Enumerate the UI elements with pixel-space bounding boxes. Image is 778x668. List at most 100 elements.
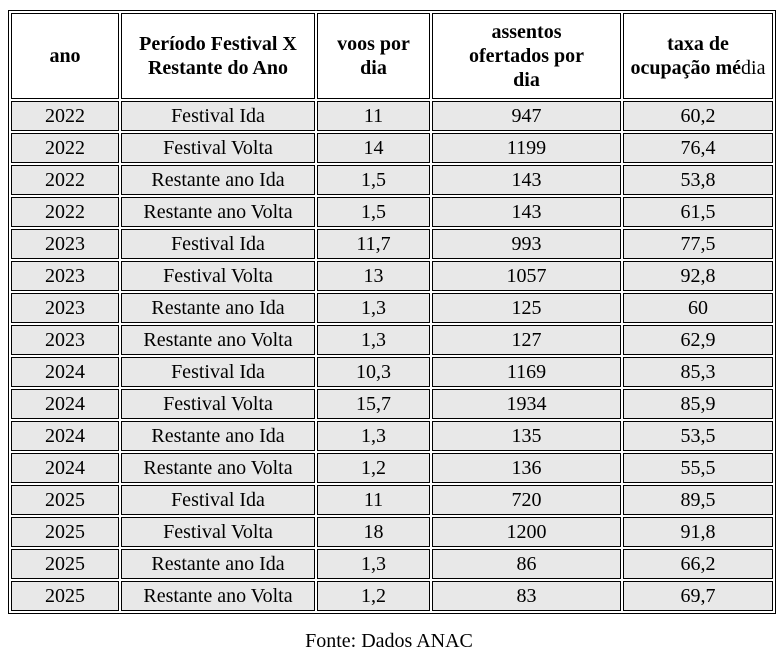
header-voos-por-dia: voos por dia xyxy=(317,13,430,99)
cell-periodo: Restante ano Ida xyxy=(121,165,315,195)
cell-taxa: 76,4 xyxy=(623,133,773,163)
cell-assentos: 125 xyxy=(432,293,621,323)
source-caption: Fonte: Dados ANAC xyxy=(305,630,473,652)
table-row: 2023 Restante ano Volta 1,3 127 62,9 xyxy=(11,325,773,355)
cell-ano: 2022 xyxy=(11,197,119,227)
cell-voos: 18 xyxy=(317,517,430,547)
cell-periodo: Festival Volta xyxy=(121,133,315,163)
table-row: 2024 Restante ano Volta 1,2 136 55,5 xyxy=(11,453,773,483)
header-periodo: Período Festival X Restante do Ano xyxy=(121,13,315,99)
cell-ano: 2022 xyxy=(11,101,119,131)
cell-taxa: 53,8 xyxy=(623,165,773,195)
cell-periodo: Restante ano Volta xyxy=(121,581,315,611)
cell-assentos: 1199 xyxy=(432,133,621,163)
table-row: 2022 Restante ano Volta 1,5 143 61,5 xyxy=(11,197,773,227)
table-row: 2022 Festival Ida 11 947 60,2 xyxy=(11,101,773,131)
cell-ano: 2024 xyxy=(11,421,119,451)
cell-periodo: Festival Ida xyxy=(121,357,315,387)
cell-voos: 1,2 xyxy=(317,453,430,483)
cell-taxa: 77,5 xyxy=(623,229,773,259)
cell-voos: 11 xyxy=(317,485,430,515)
cell-ano: 2025 xyxy=(11,549,119,579)
table-row: 2024 Festival Ida 10,3 1169 85,3 xyxy=(11,357,773,387)
cell-taxa: 55,5 xyxy=(623,453,773,483)
table-row: 2023 Festival Ida 11,7 993 77,5 xyxy=(11,229,773,259)
cell-periodo: Restante ano Volta xyxy=(121,197,315,227)
cell-taxa: 61,5 xyxy=(623,197,773,227)
cell-voos: 1,3 xyxy=(317,549,430,579)
cell-assentos: 86 xyxy=(432,549,621,579)
cell-assentos: 1934 xyxy=(432,389,621,419)
cell-assentos: 127 xyxy=(432,325,621,355)
cell-periodo: Restante ano Ida xyxy=(121,293,315,323)
cell-assentos: 135 xyxy=(432,421,621,451)
table-row: 2022 Festival Volta 14 1199 76,4 xyxy=(11,133,773,163)
cell-assentos: 1200 xyxy=(432,517,621,547)
cell-periodo: Festival Ida xyxy=(121,485,315,515)
cell-taxa: 89,5 xyxy=(623,485,773,515)
cell-ano: 2022 xyxy=(11,165,119,195)
cell-assentos: 993 xyxy=(432,229,621,259)
cell-ano: 2023 xyxy=(11,261,119,291)
cell-periodo: Festival Ida xyxy=(121,101,315,131)
cell-ano: 2023 xyxy=(11,229,119,259)
flights-table: ano Período Festival X Restante do Ano v… xyxy=(8,10,776,614)
cell-assentos: 1169 xyxy=(432,357,621,387)
cell-taxa: 66,2 xyxy=(623,549,773,579)
cell-periodo: Restante ano Ida xyxy=(121,421,315,451)
cell-ano: 2025 xyxy=(11,517,119,547)
cell-taxa: 92,8 xyxy=(623,261,773,291)
cell-voos: 1,5 xyxy=(317,165,430,195)
cell-voos: 15,7 xyxy=(317,389,430,419)
cell-taxa: 60 xyxy=(623,293,773,323)
cell-taxa: 69,7 xyxy=(623,581,773,611)
cell-ano: 2024 xyxy=(11,357,119,387)
cell-periodo: Restante ano Volta xyxy=(121,453,315,483)
cell-ano: 2022 xyxy=(11,133,119,163)
cell-assentos: 720 xyxy=(432,485,621,515)
cell-voos: 13 xyxy=(317,261,430,291)
cell-assentos: 1057 xyxy=(432,261,621,291)
cell-voos: 1,5 xyxy=(317,197,430,227)
cell-voos: 1,3 xyxy=(317,325,430,355)
cell-periodo: Restante ano Ida xyxy=(121,549,315,579)
cell-taxa: 85,9 xyxy=(623,389,773,419)
table-row: 2025 Festival Ida 11 720 89,5 xyxy=(11,485,773,515)
table-row: 2025 Festival Volta 18 1200 91,8 xyxy=(11,517,773,547)
cell-voos: 14 xyxy=(317,133,430,163)
header-row: ano Período Festival X Restante do Ano v… xyxy=(11,13,773,99)
header-taxa-bold-part: taxa de ocupação mé xyxy=(630,33,742,79)
cell-ano: 2024 xyxy=(11,453,119,483)
cell-taxa: 85,3 xyxy=(623,357,773,387)
header-ano: ano xyxy=(11,13,119,99)
cell-ano: 2025 xyxy=(11,581,119,611)
cell-periodo: Restante ano Volta xyxy=(121,325,315,355)
table-row: 2022 Restante ano Ida 1,5 143 53,8 xyxy=(11,165,773,195)
cell-taxa: 53,5 xyxy=(623,421,773,451)
cell-ano: 2025 xyxy=(11,485,119,515)
cell-periodo: Festival Ida xyxy=(121,229,315,259)
cell-voos: 1,2 xyxy=(317,581,430,611)
table-row: 2024 Restante ano Ida 1,3 135 53,5 xyxy=(11,421,773,451)
cell-periodo: Festival Volta xyxy=(121,389,315,419)
table-row: 2024 Festival Volta 15,7 1934 85,9 xyxy=(11,389,773,419)
header-taxa-ocupacao: taxa de ocupação média xyxy=(623,13,773,99)
cell-ano: 2023 xyxy=(11,325,119,355)
cell-assentos: 947 xyxy=(432,101,621,131)
cell-taxa: 60,2 xyxy=(623,101,773,131)
header-taxa-regular-part: dia xyxy=(741,57,766,79)
cell-voos: 11 xyxy=(317,101,430,131)
cell-voos: 10,3 xyxy=(317,357,430,387)
table-row: 2025 Restante ano Ida 1,3 86 66,2 xyxy=(11,549,773,579)
cell-periodo: Festival Volta xyxy=(121,261,315,291)
table-row: 2025 Restante ano Volta 1,2 83 69,7 xyxy=(11,581,773,611)
cell-voos: 11,7 xyxy=(317,229,430,259)
cell-assentos: 136 xyxy=(432,453,621,483)
cell-assentos: 143 xyxy=(432,197,621,227)
cell-taxa: 91,8 xyxy=(623,517,773,547)
cell-ano: 2023 xyxy=(11,293,119,323)
table-row: 2023 Festival Volta 13 1057 92,8 xyxy=(11,261,773,291)
cell-ano: 2024 xyxy=(11,389,119,419)
header-assentos: assentos ofertados por dia xyxy=(432,13,621,99)
